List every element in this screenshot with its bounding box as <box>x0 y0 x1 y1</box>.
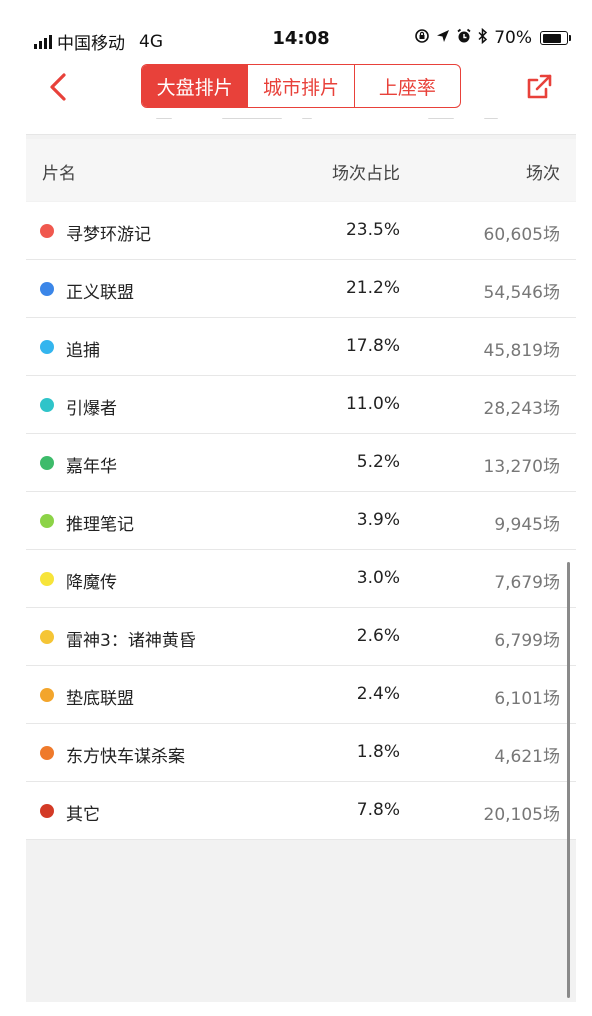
column-header-name[interactable]: 片名 <box>42 164 76 184</box>
screening-ratio: 1.8% <box>356 742 400 762</box>
tab-occupancy-rate[interactable]: 上座率 <box>353 65 460 107</box>
battery-icon <box>540 31 571 45</box>
battery-percent: 70% <box>494 28 532 48</box>
movie-name: 降魔传 <box>66 573 117 593</box>
movie-name: 引爆者 <box>66 399 117 419</box>
legend-dot <box>40 340 54 354</box>
table-row[interactable]: 正义联盟 21.2% 54,546场 <box>26 260 576 318</box>
column-header-ratio[interactable]: 场次占比 <box>332 164 400 184</box>
legend-dot <box>40 746 54 760</box>
table-row[interactable]: 寻梦环游记 23.5% 60,605场 <box>26 202 576 260</box>
screening-count: 4,621场 <box>494 747 560 767</box>
screening-count: 45,819场 <box>483 341 560 361</box>
movie-name: 正义联盟 <box>66 283 134 303</box>
screening-count: 60,605场 <box>483 225 560 245</box>
screening-ratio: 5.2% <box>356 452 400 472</box>
movie-name: 雷神3：诸神黄昏 <box>66 631 196 651</box>
signal-icon <box>34 34 52 49</box>
screening-ratio: 3.0% <box>356 568 400 588</box>
status-right: 70% <box>414 27 571 48</box>
carrier-label: 中国移动 <box>57 34 125 54</box>
table-row[interactable]: 垫底联盟 2.4% 6,101场 <box>26 666 576 724</box>
table-row[interactable]: 推理笔记 3.9% 9,945场 <box>26 492 576 550</box>
screening-ratio: 17.8% <box>345 336 400 356</box>
table-header: 片名 场次占比 场次 <box>26 139 576 201</box>
movie-name: 推理笔记 <box>66 515 134 535</box>
legend-dot <box>40 804 54 818</box>
table-row[interactable]: 其它 7.8% 20,105场 <box>26 782 576 840</box>
screening-count: 20,105场 <box>483 805 560 825</box>
segmented-control: 大盘排片 城市排片 上座率 <box>141 64 461 108</box>
screening-ratio: 2.4% <box>356 684 400 704</box>
movie-name: 垫底联盟 <box>66 689 134 709</box>
table-row[interactable]: 雷神3：诸神黄昏 2.6% 6,799场 <box>26 608 576 666</box>
movie-table: 寻梦环游记 23.5% 60,605场 正义联盟 21.2% 54,546场 追… <box>26 202 576 840</box>
screening-count: 6,799场 <box>494 631 560 651</box>
scrolled-off-content <box>26 118 576 135</box>
legend-dot <box>40 456 54 470</box>
column-header-count[interactable]: 场次 <box>526 164 560 184</box>
movie-name: 追捕 <box>66 341 100 361</box>
share-button[interactable] <box>524 72 554 102</box>
screening-count: 54,546场 <box>483 283 560 303</box>
nav-bar: 大盘排片 城市排片 上座率 <box>26 56 576 118</box>
screening-ratio: 3.9% <box>356 510 400 530</box>
legend-dot <box>40 572 54 586</box>
movie-name: 其它 <box>66 805 100 825</box>
legend-dot <box>40 224 54 238</box>
bluetooth-icon <box>478 27 488 48</box>
location-arrow-icon <box>436 29 450 47</box>
status-bar: 中国移动 4G 14:08 70% <box>26 22 576 56</box>
movie-name: 寻梦环游记 <box>66 225 151 245</box>
screening-ratio: 23.5% <box>345 220 400 240</box>
table-row[interactable]: 追捕 17.8% 45,819场 <box>26 318 576 376</box>
scrollbar[interactable] <box>567 562 570 998</box>
table-row[interactable]: 引爆者 11.0% 28,243场 <box>26 376 576 434</box>
status-time: 14:08 <box>272 28 330 49</box>
legend-dot <box>40 688 54 702</box>
screening-count: 13,270场 <box>483 457 560 477</box>
screening-ratio: 2.6% <box>356 626 400 646</box>
table-row[interactable]: 东方快车谋杀案 1.8% 4,621场 <box>26 724 576 782</box>
screening-count: 9,945场 <box>494 515 560 535</box>
chevron-left-icon <box>50 73 66 101</box>
screening-count: 28,243场 <box>483 399 560 419</box>
movie-name: 嘉年华 <box>66 457 117 477</box>
legend-dot <box>40 398 54 412</box>
legend-dot <box>40 282 54 296</box>
network-label: 4G <box>139 31 163 52</box>
status-left: 中国移动 4G <box>34 29 163 54</box>
legend-dot <box>40 630 54 644</box>
table-row[interactable]: 降魔传 3.0% 7,679场 <box>26 550 576 608</box>
alarm-icon <box>456 28 472 48</box>
movie-name: 东方快车谋杀案 <box>66 747 185 767</box>
screening-ratio: 21.2% <box>345 278 400 298</box>
screening-ratio: 11.0% <box>345 394 400 414</box>
lock-rotation-icon <box>414 28 430 48</box>
screening-ratio: 7.8% <box>356 800 400 820</box>
tab-city-schedule[interactable]: 城市排片 <box>247 65 353 107</box>
table-row[interactable]: 嘉年华 5.2% 13,270场 <box>26 434 576 492</box>
screening-count: 6,101场 <box>494 689 560 709</box>
screening-count: 7,679场 <box>494 573 560 593</box>
back-button[interactable] <box>46 70 74 104</box>
phone-screen: 中国移动 4G 14:08 70% 大盘排片 城市排 <box>26 22 576 1002</box>
tab-market-schedule[interactable]: 大盘排片 <box>142 65 248 107</box>
share-external-icon <box>527 74 552 99</box>
legend-dot <box>40 514 54 528</box>
